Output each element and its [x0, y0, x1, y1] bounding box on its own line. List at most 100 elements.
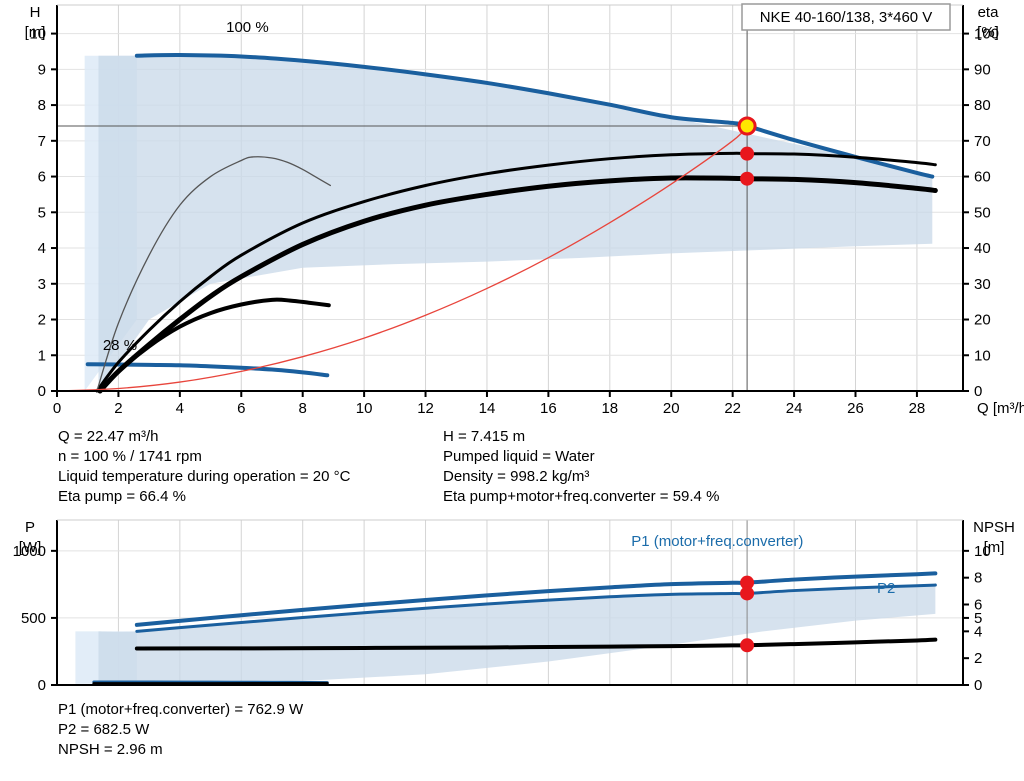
power-npsh-svg: 0 500 1000 0 2 456 8 10 P [W] NPSH [m] P1 (motor+fre… — [13, 519, 1015, 694]
duty-marker-eta-total — [740, 171, 755, 186]
info-line: P2 = 682.5 W — [58, 721, 150, 738]
tick-label-left: 2 — [38, 312, 46, 329]
tick-label-right: 4 — [974, 623, 982, 640]
title-box — [741, 3, 951, 31]
tick-label-left: 1 — [38, 347, 46, 364]
axis-title-y-left: P — [25, 519, 35, 536]
tick-label-right: 0 — [974, 383, 982, 400]
operating-range-band — [98, 585, 936, 684]
curve-0 — [134, 53, 935, 179]
tick-label-right: 20 — [974, 312, 991, 329]
duty-guide-lines — [57, 5, 748, 391]
axis-title-y-right-unit: [%] — [977, 24, 999, 41]
tick-label-left: 7 — [38, 133, 46, 150]
curve-annotation-1: P2 — [877, 580, 895, 597]
tick-label-left: 5 — [38, 204, 46, 221]
info-line: H = 7.415 m — [443, 428, 526, 445]
axis-title-x: Q [m³/h] — [977, 400, 1024, 417]
tick-label-bottom: 10 — [356, 400, 373, 417]
curve-1 — [135, 583, 937, 633]
tick-label-bottom: 28 — [909, 400, 926, 417]
tick-label-bottom: 18 — [601, 400, 618, 417]
head-efficiency-chart: 0 1 2 3 4 5 6 7 8 9 10 0 10 20 30 40 50 60 70 80 90 100 0 2 4 6 8 1… — [25, 3, 1024, 417]
duty-marker-head — [737, 116, 757, 136]
info-line: Density = 998.2 kg/m³ — [443, 468, 590, 485]
tick-label-bottom: 20 — [663, 400, 680, 417]
tick-label-left: 8 — [38, 97, 46, 114]
tick-label-bottom: 2 — [114, 400, 122, 417]
info-line: NPSH = 2.96 m — [58, 741, 163, 758]
tick-label-right: 6 — [974, 597, 982, 614]
axis-left-ticks: 0 500 1000 — [13, 543, 57, 694]
axis-title-y-right-unit: [m] — [984, 539, 1005, 556]
axis-left-ticks: 0 1 2 3 4 5 6 7 8 9 10 — [29, 26, 57, 400]
tick-label-bottom: 8 — [299, 400, 307, 417]
tick-label-bottom: 12 — [417, 400, 434, 417]
tick-label-left: 3 — [38, 276, 46, 293]
curve-6 — [56, 125, 748, 392]
curve-2 — [134, 637, 938, 651]
tick-label-right: 5 — [974, 610, 982, 627]
tick-label-right: 100 — [974, 26, 999, 43]
tick-label-bottom: 24 — [786, 400, 803, 417]
tick-label-bottom: 6 — [237, 400, 245, 417]
tick-label-left: 6 — [38, 169, 46, 186]
axis-title-y-left-unit: [m] — [25, 24, 46, 41]
curve-3 — [97, 175, 938, 394]
axis-title-y-right: eta — [978, 4, 1000, 21]
tick-label-left: 9 — [38, 61, 46, 78]
curve-group — [56, 53, 938, 394]
curve-5 — [97, 297, 331, 393]
curve-annotation-0: 100 % — [226, 19, 269, 36]
axis-frame — [56, 519, 964, 686]
tick-label-left: 4 — [38, 240, 46, 257]
info-line: Eta pump+motor+freq.converter = 59.4 % — [443, 488, 720, 505]
info-line: P1 (motor+freq.converter) = 762.9 W — [58, 701, 304, 718]
tick-label-right: 10 — [974, 543, 991, 560]
tick-label-bottom: 22 — [724, 400, 741, 417]
axis-right-ticks: 0 10 20 30 40 50 60 70 80 90 100 — [963, 26, 999, 400]
power-npsh-chart: 0 500 1000 0 2 4 5 6 8 10 P [W] NPSH [m] P1 (motor+fre… — [0, 515, 1024, 705]
tick-label-bottom: 14 — [479, 400, 496, 417]
tick-label-left: 500 — [21, 610, 46, 627]
curve-group — [92, 571, 938, 686]
duty-marker-1 — [740, 586, 755, 601]
tick-label-right: 10 — [974, 347, 991, 364]
curve-2 — [95, 151, 937, 393]
operating-range-band — [98, 55, 933, 391]
duty-marker-2 — [740, 638, 755, 653]
tick-label-right: 2 — [974, 650, 982, 667]
tick-label-bottom: 4 — [176, 400, 184, 417]
power-data: P1 (motor+freq.converter) = 762.9 W P2 =… — [58, 700, 303, 760]
axis-right-ticks: 0 2 456 8 10 — [963, 543, 991, 694]
tick-label-right: 60 — [974, 169, 991, 186]
tick-label-right: 70 — [974, 133, 991, 150]
axis-title-y-left-unit: [W] — [19, 539, 42, 556]
curve-0 — [134, 571, 938, 627]
operating-data-left: Q = 22.47 m³/h n = 100 % / 1741 rpm Liqu… — [58, 427, 350, 507]
tick-label-right: 8 — [974, 570, 982, 587]
info-line: Liquid temperature during operation = 20… — [58, 468, 351, 485]
tick-label-left: 0 — [38, 677, 46, 694]
curve-annotation-0: P1 (motor+freq.converter) — [631, 533, 803, 550]
tick-label-right: 30 — [974, 276, 991, 293]
operating-data-right: H = 7.415 m Pumped liquid = Water Densit… — [443, 427, 719, 507]
info-line: Pumped liquid = Water — [443, 448, 595, 465]
info-line: n = 100 % / 1741 rpm — [58, 448, 202, 465]
tick-label-bottom: 0 — [53, 400, 61, 417]
info-line: Q = 22.47 m³/h — [58, 428, 159, 445]
title-box-label: NKE 40-160/138, 3*460 V — [760, 9, 933, 26]
duty-marker-0 — [740, 575, 755, 590]
curve-4 — [96, 156, 331, 392]
tick-label-bottom: 26 — [847, 400, 864, 417]
tick-label-left: 10 — [29, 26, 46, 43]
tick-label-right: 40 — [974, 240, 991, 257]
tick-label-left: 1000 — [13, 543, 46, 560]
duty-marker-eta-pump — [740, 146, 755, 161]
duty-point-markers — [740, 575, 755, 653]
tick-label-right: 0 — [974, 677, 982, 694]
tick-label-right: 80 — [974, 97, 991, 114]
